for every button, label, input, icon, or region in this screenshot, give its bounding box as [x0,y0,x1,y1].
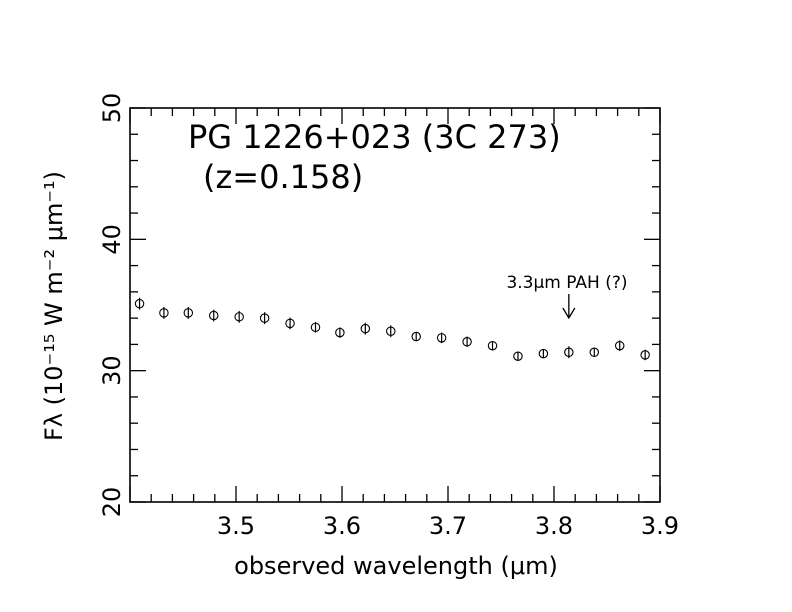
data-point [234,312,244,322]
data-point [589,347,600,358]
data-points [134,297,650,361]
y-tick-label: 50 [98,93,126,124]
data-point [208,310,219,321]
y-tick-label: 20 [98,487,126,518]
data-point [360,323,371,334]
x-tick-label: 3.6 [323,512,361,540]
data-point [411,331,421,342]
data-point [335,327,345,338]
chart-title: PG 1226+023 (3C 273) [188,118,561,156]
axes [129,107,661,503]
ticks: 3.5 3.6 3.7 3.8 3.9 20 30 40 50 [98,93,679,540]
data-point [386,326,396,337]
data-point [513,351,523,361]
data-point [487,340,498,351]
data-point [614,340,625,351]
x-tick-label: 3.9 [641,512,679,540]
data-point [564,347,574,358]
data-point [285,318,295,329]
pah-annotation-label: 3.3μm PAH (?) [506,273,627,293]
x-axis-title: observed wavelength (μm) [234,552,558,580]
data-point [640,350,650,360]
data-point [538,348,549,359]
data-point [183,308,194,318]
data-point [436,333,447,343]
y-tick-label: 40 [98,224,126,255]
x-tick-label: 3.8 [535,512,573,540]
annotations: 3.3μm PAH (?) [506,273,628,320]
data-point [134,298,145,309]
y-axis-title: Fλ (10⁻¹⁵ W m⁻² μm⁻¹) [40,171,68,441]
data-point [159,308,169,318]
data-point [310,322,321,333]
x-tick-label: 3.7 [429,512,467,540]
x-tick-label: 3.5 [217,512,255,540]
chart-subtitle: (z=0.158) [203,158,363,196]
y-tick-label: 30 [98,355,126,386]
plot-frame [129,107,661,503]
pah-arrow-head [562,307,576,320]
data-point [462,337,472,347]
data-point [259,313,270,323]
